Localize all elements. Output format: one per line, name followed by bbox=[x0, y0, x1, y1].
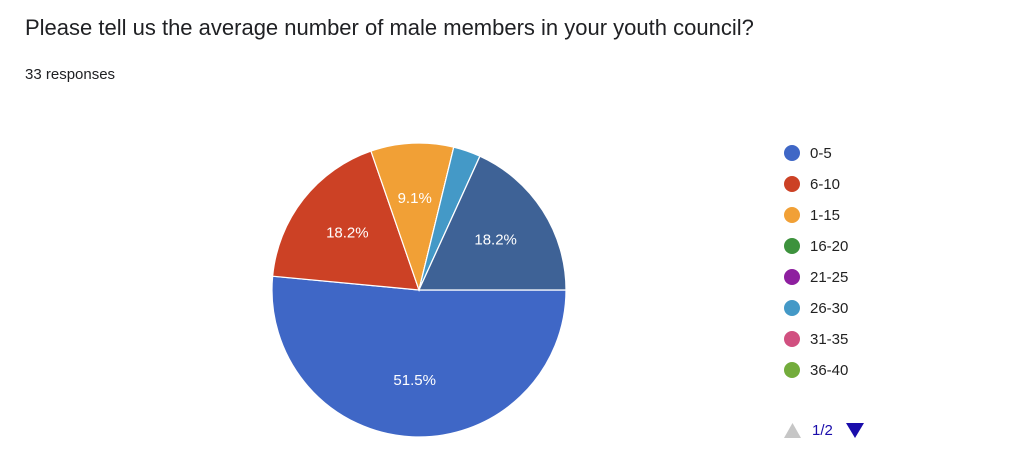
legend-label: 36-40 bbox=[810, 362, 848, 379]
legend-label: 6-10 bbox=[810, 176, 840, 193]
legend-swatch bbox=[784, 269, 800, 285]
legend-swatch bbox=[784, 362, 800, 378]
legend-label: 0-5 bbox=[810, 145, 832, 162]
legend-swatch bbox=[784, 145, 800, 161]
legend-swatch bbox=[784, 331, 800, 347]
response-count: 33 responses bbox=[25, 66, 115, 83]
legend-swatch bbox=[784, 238, 800, 254]
pie-slice bbox=[418, 155, 567, 291]
legend-swatch bbox=[784, 300, 800, 316]
prev-page[interactable] bbox=[784, 423, 801, 438]
slice-label: 18.2% bbox=[326, 225, 369, 242]
pie-slice bbox=[370, 142, 455, 293]
legend-label: 26-30 bbox=[810, 300, 848, 317]
next-page[interactable] bbox=[846, 423, 864, 438]
legend-label: 31-35 bbox=[810, 331, 848, 348]
legend-label: 16-20 bbox=[810, 238, 848, 255]
legend-label: 1-15 bbox=[810, 207, 840, 224]
legend-swatch bbox=[784, 207, 800, 223]
legend-swatch bbox=[784, 176, 800, 192]
legend-page: 1/2 bbox=[812, 422, 833, 439]
legend-label: 21-25 bbox=[810, 269, 848, 286]
pie: 51.5% 18.2% 9.1% 18.2% bbox=[271, 142, 567, 438]
chart-title: Please tell us the average number of mal… bbox=[25, 15, 754, 40]
slice-label: 18.2% bbox=[474, 232, 517, 249]
slice-label: 9.1% bbox=[398, 190, 432, 207]
pie-slice bbox=[271, 275, 567, 438]
legend: 0-5 6-10 1-15 16-20 21-25 26-30 31-35 36-40 bbox=[784, 145, 848, 379]
slice-label: 51.5% bbox=[393, 372, 436, 389]
